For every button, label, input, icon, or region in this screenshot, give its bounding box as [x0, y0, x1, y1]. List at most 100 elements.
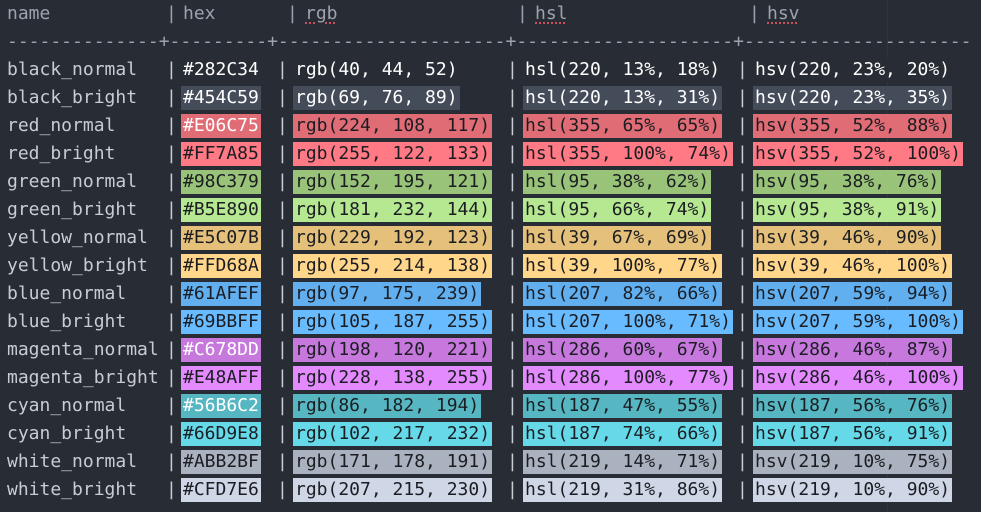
color-cell: hsl(187, 47%, 55%): [523, 394, 723, 418]
color-cell: hsv(207, 59%, 100%): [753, 310, 963, 334]
divider: |: [277, 367, 288, 388]
color-name: yellow_normal: [7, 227, 148, 248]
divider: |: [166, 87, 177, 108]
color-name: cyan_normal: [7, 395, 127, 416]
divider: |: [737, 171, 748, 192]
divider: |: [737, 255, 748, 276]
color-cell: #56B6C2: [181, 394, 261, 418]
divider: |: [507, 115, 518, 136]
color-name: blue_bright: [7, 311, 127, 332]
divider: |: [507, 283, 518, 304]
color-cell: #CFD7E6: [181, 478, 261, 502]
divider: |: [287, 3, 298, 24]
divider: |: [507, 143, 518, 164]
color-cell: #FF7A85: [181, 142, 261, 166]
divider: |: [277, 311, 288, 332]
divider: |: [166, 395, 177, 416]
divider: |: [166, 227, 177, 248]
color-cell: #69BBFF: [181, 310, 261, 334]
color-cell: rgb(97, 175, 239): [293, 282, 482, 306]
color-cell: hsl(220, 13%, 31%): [523, 86, 723, 110]
color-name: yellow_bright: [7, 255, 148, 276]
color-name: red_normal: [7, 115, 116, 136]
divider: |: [166, 59, 177, 80]
divider: |: [277, 339, 288, 360]
divider: |: [277, 227, 288, 248]
divider: |: [166, 171, 177, 192]
divider: |: [507, 339, 518, 360]
color-cell: hsv(207, 59%, 94%): [753, 282, 953, 306]
color-cell: hsv(286, 46%, 87%): [753, 338, 953, 362]
color-cell: hsv(95, 38%, 91%): [753, 198, 942, 222]
color-cell: #C678DD: [181, 338, 261, 362]
divider: |: [166, 199, 177, 220]
column-header: hex: [183, 3, 216, 24]
divider: |: [737, 115, 748, 136]
color-cell: hsl(219, 31%, 86%): [523, 478, 723, 502]
divider: |: [737, 283, 748, 304]
color-cell: #282C34: [181, 58, 261, 82]
divider: |: [166, 367, 177, 388]
divider: |: [737, 59, 748, 80]
color-cell: rgb(181, 232, 144): [293, 198, 493, 222]
color-cell: hsv(220, 23%, 20%): [753, 58, 953, 82]
divider: |: [507, 227, 518, 248]
color-name: magenta_bright: [7, 367, 159, 388]
color-cell: #61AFEF: [181, 282, 261, 306]
color-cell: hsv(39, 46%, 90%): [753, 226, 942, 250]
color-cell: hsl(355, 65%, 65%): [523, 114, 723, 138]
divider: |: [166, 3, 177, 24]
color-cell: rgb(86, 182, 194): [293, 394, 482, 418]
color-cell: #E06C75: [181, 114, 261, 138]
color-cell: #66D9E8: [181, 422, 261, 446]
color-cell: hsv(39, 46%, 100%): [753, 254, 953, 278]
color-cell: rgb(198, 120, 221): [293, 338, 493, 362]
divider: |: [507, 311, 518, 332]
color-cell: hsv(219, 10%, 90%): [753, 478, 953, 502]
color-cell: hsv(220, 23%, 35%): [753, 86, 953, 110]
divider: |: [749, 3, 760, 24]
divider: |: [277, 479, 288, 500]
divider: |: [507, 395, 518, 416]
color-cell: #ABB2BF: [181, 450, 261, 474]
divider: |: [737, 199, 748, 220]
color-name: green_bright: [7, 199, 138, 220]
color-cell: hsv(355, 52%, 100%): [753, 142, 963, 166]
divider: |: [277, 87, 288, 108]
divider: |: [507, 59, 518, 80]
divider: |: [507, 199, 518, 220]
column-header: name: [7, 3, 51, 24]
divider: |: [277, 115, 288, 136]
color-cell: rgb(255, 122, 133): [293, 142, 493, 166]
divider: |: [277, 451, 288, 472]
separator: --------------+---------+---------------…: [7, 31, 972, 52]
color-cell: rgb(152, 195, 121): [293, 170, 493, 194]
color-name: white_bright: [7, 479, 138, 500]
divider: |: [737, 87, 748, 108]
divider: |: [507, 87, 518, 108]
divider: |: [277, 199, 288, 220]
divider: |: [166, 143, 177, 164]
color-cell: hsl(286, 100%, 77%): [523, 366, 733, 390]
color-cell: hsl(219, 14%, 71%): [523, 450, 723, 474]
divider: |: [277, 143, 288, 164]
color-cell: hsv(219, 10%, 75%): [753, 450, 953, 474]
color-cell: rgb(207, 215, 230): [293, 478, 493, 502]
divider: |: [166, 479, 177, 500]
divider: |: [166, 283, 177, 304]
color-cell: hsl(286, 60%, 67%): [523, 338, 723, 362]
color-cell: rgb(69, 76, 89): [293, 86, 460, 110]
color-name: black_bright: [7, 87, 138, 108]
color-cell: rgb(228, 138, 255): [293, 366, 493, 390]
divider: |: [166, 115, 177, 136]
column-header: hsl: [535, 3, 568, 24]
color-cell: rgb(229, 192, 123): [293, 226, 493, 250]
color-cell: hsv(286, 46%, 100%): [753, 366, 963, 390]
divider: |: [737, 451, 748, 472]
color-name: magenta_normal: [7, 339, 159, 360]
color-cell: rgb(171, 178, 191): [293, 450, 493, 474]
divider: |: [277, 171, 288, 192]
color-cell: hsv(355, 52%, 88%): [753, 114, 953, 138]
divider: |: [277, 395, 288, 416]
